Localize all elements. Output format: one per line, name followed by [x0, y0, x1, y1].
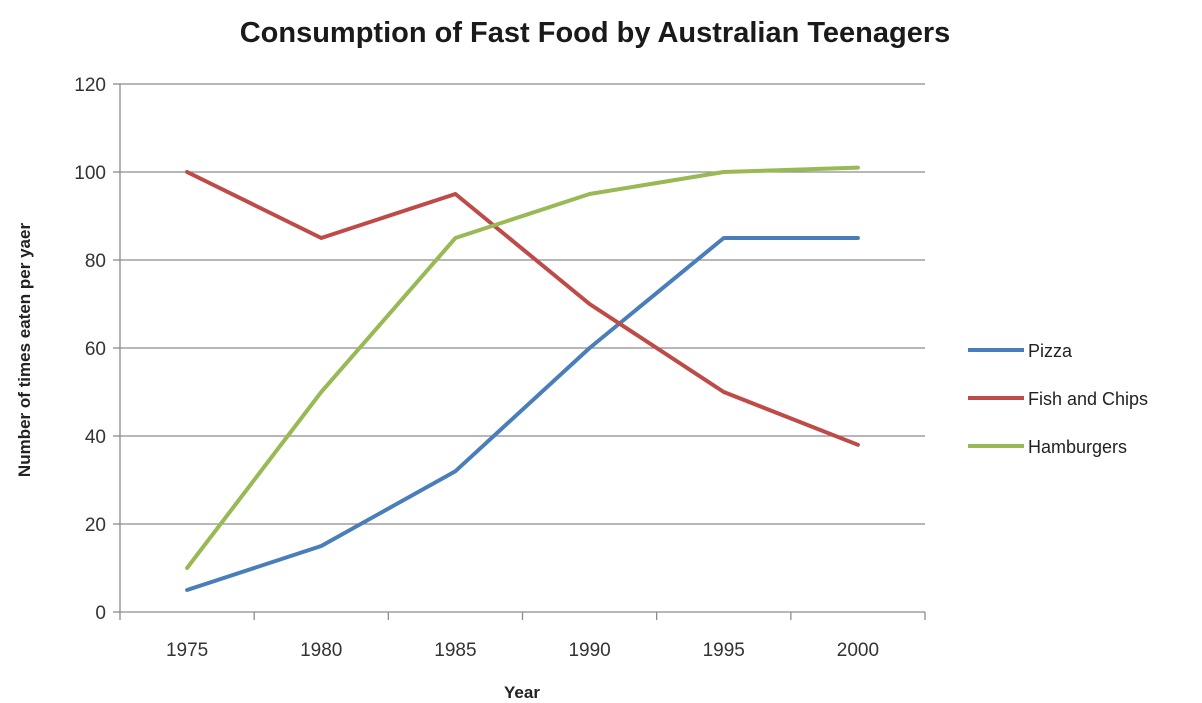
- x-tick-label: 1975: [166, 640, 208, 661]
- x-tick-label: 1980: [300, 640, 342, 661]
- y-tick-label: 0: [95, 603, 106, 624]
- legend-label: Fish and Chips: [1028, 389, 1148, 409]
- series-line-hamburgers: [185, 165, 860, 570]
- x-axis-title: Year: [504, 683, 540, 702]
- y-tick-label: 80: [85, 251, 106, 272]
- legend-label: Pizza: [1028, 341, 1073, 361]
- y-tick-label: 60: [85, 339, 106, 360]
- series-lines: [185, 165, 860, 592]
- y-tick-label: 100: [74, 163, 106, 184]
- gridlines: [120, 83, 925, 525]
- series-line-fish-and-chips: [185, 170, 860, 447]
- legend: Pizza Fish and Chips Hamburgers: [968, 341, 1148, 457]
- y-axis: 0 20 40 60 80 100 120: [74, 75, 121, 624]
- y-tick-label: 40: [85, 427, 106, 448]
- x-tick-label: 1985: [434, 640, 476, 661]
- x-tick-label: 2000: [837, 640, 879, 661]
- series-line-pizza: [185, 236, 860, 592]
- y-axis-title: Number of times eaten per yaer: [15, 223, 34, 478]
- y-tick-label: 120: [74, 75, 106, 96]
- x-axis: 1975 1980 1985 1990 1995 2000: [119, 611, 926, 661]
- legend-label: Hamburgers: [1028, 437, 1127, 457]
- chart-title: Consumption of Fast Food by Australian T…: [240, 17, 951, 49]
- x-tick-label: 1990: [568, 640, 610, 661]
- y-tick-label: 20: [85, 515, 106, 536]
- x-tick-label: 1995: [703, 640, 745, 661]
